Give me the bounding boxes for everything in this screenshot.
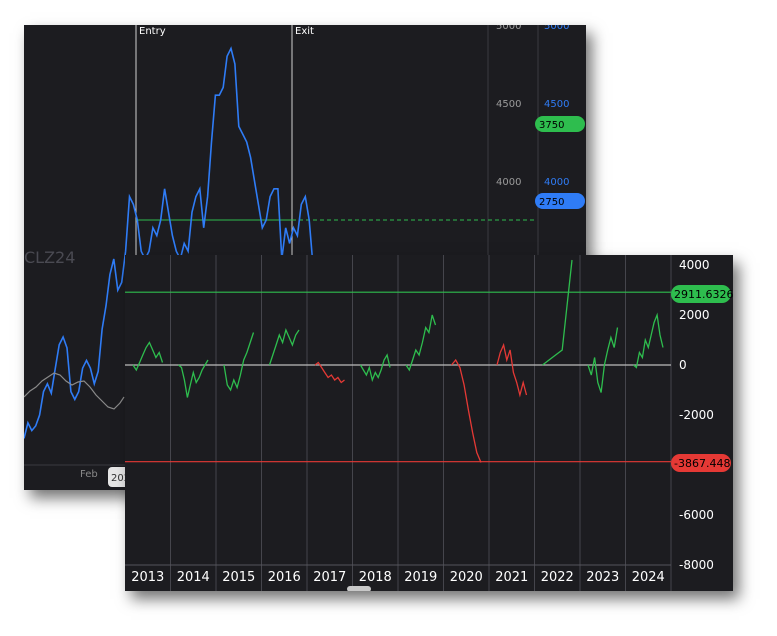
year-label-2021: 2021 (495, 570, 528, 585)
season-line-2023 (587, 327, 619, 393)
year-label-2018: 2018 (359, 570, 392, 585)
lower-level-badge: -3867.448 (671, 454, 731, 472)
price-tick-blue-4000: 4000 (544, 177, 569, 188)
year-label-2024: 2024 (632, 570, 665, 585)
season-line-2014 (178, 359, 209, 398)
value-tick--6000: -6000 (679, 508, 714, 522)
year-label-2013: 2013 (131, 570, 164, 585)
upper-level-badge: 2911.6326 (671, 285, 733, 303)
year-label-2016: 2016 (268, 570, 301, 585)
season-line-2024 (633, 312, 664, 369)
year-label-2020: 2020 (450, 570, 483, 585)
green-badge-text: 3750 (539, 120, 564, 131)
entry-label: Entry (139, 26, 166, 37)
year-label-2023: 2023 (586, 570, 619, 585)
year-label-2014: 2014 (177, 570, 210, 585)
blue-price-badge: 2750 (535, 193, 585, 209)
value-tick-4000: 4000 (679, 258, 710, 272)
lower-badge-text: -3867.448 (674, 457, 730, 470)
season-line-2022 (542, 259, 573, 366)
year-label-2017: 2017 (313, 570, 346, 585)
date-chip-text: 202 (111, 473, 130, 484)
season-line-2019 (405, 314, 437, 372)
month-label: Feb (80, 469, 98, 480)
season-line-2015 (223, 332, 255, 392)
price-tick-blue-4500: 4500 (544, 99, 569, 110)
season-line-2021 (496, 342, 528, 398)
season-line-2020 (451, 358, 482, 463)
value-tick--2000: -2000 (679, 408, 714, 422)
upper-badge-text: 2911.6326 (674, 288, 733, 301)
year-label-2019: 2019 (404, 570, 437, 585)
value-tick-2000: 2000 (679, 308, 710, 322)
value-tick-0: 0 (679, 358, 687, 372)
scroll-handle[interactable] (347, 586, 371, 591)
price-tick-blue-5000: 5000 (544, 25, 569, 32)
year-label-2015: 2015 (222, 570, 255, 585)
value-tick--8000: -8000 (679, 558, 714, 572)
symbol-watermark: CLZ24 (24, 248, 75, 267)
season-line-2018 (359, 353, 391, 383)
year-label-2022: 2022 (541, 570, 574, 585)
blue-badge-text: 2750 (539, 197, 564, 208)
season-line-2017 (314, 361, 345, 384)
price-tick-gray-5000: 5000 (496, 25, 521, 32)
price-tick-gray-4000: 4000 (496, 177, 521, 188)
green-price-badge: 3750 (535, 116, 585, 132)
season-line-2013 (132, 341, 164, 372)
season-line-2016 (268, 328, 300, 366)
price-tick-gray-4500: 4500 (496, 99, 521, 110)
indicator-line (24, 372, 125, 410)
exit-label: Exit (295, 26, 314, 37)
